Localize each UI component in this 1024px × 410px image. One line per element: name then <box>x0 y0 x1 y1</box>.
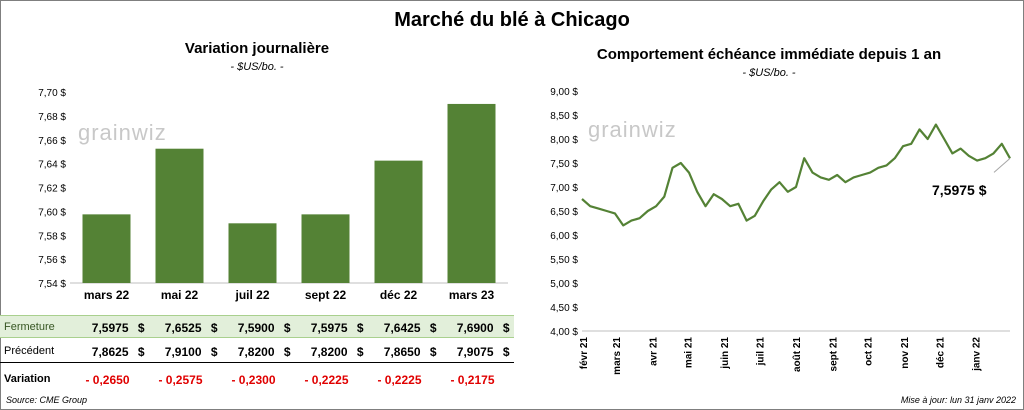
table-cell: - 0,2175 <box>450 373 495 387</box>
bar-category-label: sept 22 <box>305 288 347 302</box>
table-cell: - 0,2575 <box>158 373 203 387</box>
bar-chart: grainwiz 7,54 $ 7,56 $ 7,58 $ 7,60 $ 7,62 $ 7,… <box>38 88 508 302</box>
price-line <box>581 123 1011 227</box>
last-value-leader <box>993 157 1011 173</box>
bar <box>228 223 277 283</box>
last-value-label: 7,5975 $ <box>932 182 987 198</box>
line-x-tick-label: avr 21 <box>648 337 659 366</box>
bar-y-tick-label: 7,60 $ <box>38 207 66 218</box>
table-cell: - 0,2300 <box>231 373 276 387</box>
update-note: Mise à jour: lun 31 janv 2022 <box>900 395 1016 405</box>
line-y-tick-label: 4,50 $ <box>550 303 578 314</box>
table-cell: - 0,2225 <box>377 373 422 387</box>
change-row: Variation - 0,2650 - 0,2575 - 0,2300 - 0,222… <box>0 368 514 391</box>
line-y-tick-label: 5,50 $ <box>550 255 578 266</box>
line-x-tick-label: févr 21 <box>579 337 590 370</box>
bar-y-tick-label: 7,70 $ <box>38 88 66 99</box>
line-x-tick-label: mai 21 <box>684 337 695 369</box>
line-x-tick-label: janv 22 <box>972 337 983 372</box>
line-y-tick-label: 5,00 $ <box>550 279 578 290</box>
table-cell: - 0,2225 <box>304 373 349 387</box>
bar-y-tick-label: 7,64 $ <box>38 160 66 171</box>
line-chart-title: Comportement échéance immédiate depuis 1… <box>596 46 942 63</box>
bar-y-tick-label: 7,66 $ <box>38 136 66 147</box>
bar-y-tick-label: 7,68 $ <box>38 112 66 123</box>
line-y-tick-label: 6,50 $ <box>550 207 578 218</box>
row-label: Variation <box>4 373 51 385</box>
line-y-tick-label: 7,50 $ <box>550 159 578 170</box>
bar-y-tick-label: 7,56 $ <box>38 255 66 266</box>
watermark-right: grainwiz <box>588 117 677 142</box>
line-x-tick-label: juin 21 <box>720 337 731 370</box>
table-cell: - 0,2650 <box>85 373 130 387</box>
line-y-tick-label: 8,50 $ <box>550 111 578 122</box>
bar-chart-title: Variation journalière <box>184 40 330 57</box>
line-x-tick-label: juil 21 <box>755 337 766 367</box>
bar <box>447 103 496 283</box>
bar-y-tick-label: 7,62 $ <box>38 184 66 195</box>
bar-category-label: déc 22 <box>380 288 418 302</box>
bar-y-tick-label: 7,54 $ <box>38 279 66 290</box>
bar-category-label: mars 22 <box>84 288 130 302</box>
previous-row: Précédent 7,8625 $7,9100 $7,8200 $7,8200 $7,8… <box>0 340 514 363</box>
line-chart-subtitle: - $US/bo. - <box>742 67 796 79</box>
row-label: Fermeture <box>4 321 55 333</box>
bar-chart-subtitle: - $US/bo. - <box>230 61 284 73</box>
bar-y-tick-label: 7,58 $ <box>38 231 66 242</box>
bar-category-label: juil 22 <box>234 288 269 302</box>
bar <box>301 214 350 283</box>
bar <box>82 214 131 283</box>
source-note: Source: CME Group <box>6 395 88 405</box>
line-x-tick-label: déc 21 <box>935 337 946 369</box>
watermark-left: grainwiz <box>78 120 167 145</box>
line-x-tick-label: oct 21 <box>864 337 875 366</box>
line-y-tick-label: 9,00 $ <box>550 87 578 98</box>
bar-category-label: mai 22 <box>161 288 199 302</box>
line-x-tick-label: mars 21 <box>612 337 623 375</box>
line-x-tick-label: nov 21 <box>900 337 911 369</box>
line-x-tick-label: sept 21 <box>828 337 839 372</box>
bar <box>155 148 204 283</box>
close-row: Fermeture 7,5975 $7,6525 $7,5900 $7,5975 $7,6… <box>0 315 514 338</box>
line-y-tick-label: 7,00 $ <box>550 183 578 194</box>
page-title: Marché du blé à Chicago <box>394 9 630 31</box>
bar-category-label: mars 23 <box>449 288 495 302</box>
line-y-tick-label: 8,00 $ <box>550 135 578 146</box>
row-label: Précédent <box>4 345 55 357</box>
line-x-tick-label: août 21 <box>792 337 803 372</box>
bar <box>374 160 423 283</box>
line-y-tick-label: 6,00 $ <box>550 231 578 242</box>
line-y-tick-label: 4,00 $ <box>550 327 578 338</box>
